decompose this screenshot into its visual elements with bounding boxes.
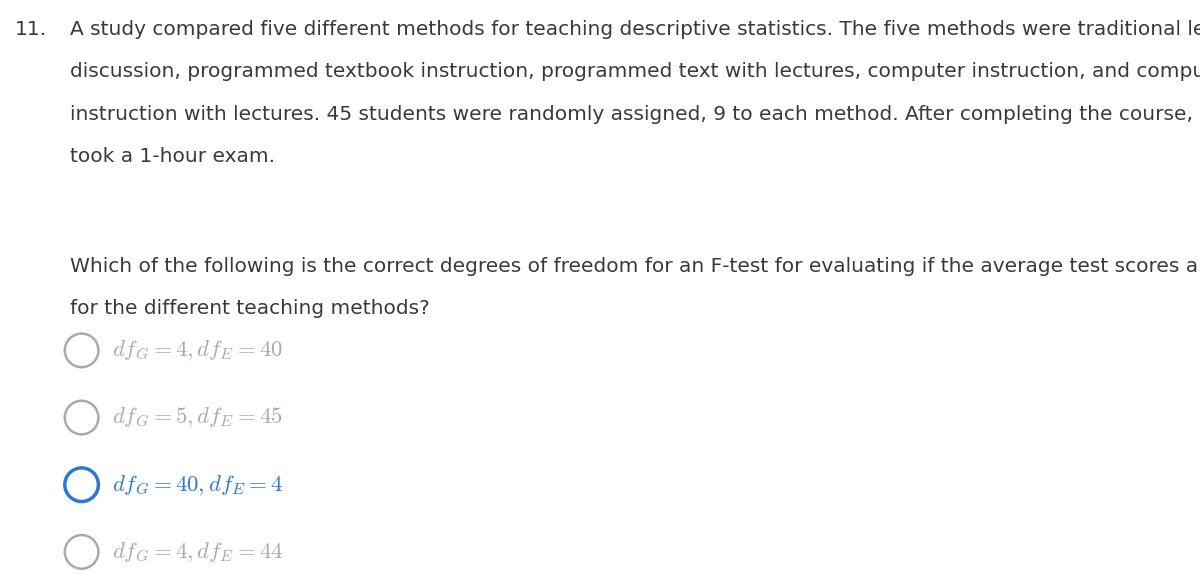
Text: instruction with lectures. 45 students were randomly assigned, 9 to each method.: instruction with lectures. 45 students w…: [70, 105, 1200, 124]
Text: took a 1-hour exam.: took a 1-hour exam.: [70, 147, 275, 166]
Text: A study compared five different methods for teaching descriptive statistics. The: A study compared five different methods …: [70, 20, 1200, 40]
Text: for the different teaching methods?: for the different teaching methods?: [70, 299, 430, 318]
Text: $df_G = 4, df_E = 44$: $df_G = 4, df_E = 44$: [112, 540, 283, 564]
Text: discussion, programmed textbook instruction, programmed text with lectures, comp: discussion, programmed textbook instruct…: [70, 62, 1200, 82]
Text: $df_G = 4, df_E = 40$: $df_G = 4, df_E = 40$: [112, 339, 283, 362]
Text: $df_G = 40, df_E = 4$: $df_G = 40, df_E = 4$: [112, 473, 283, 496]
Text: 11.: 11.: [14, 20, 47, 40]
Text: $df_G = 5, df_E = 45$: $df_G = 5, df_E = 45$: [112, 406, 282, 429]
Text: Which of the following is the correct degrees of freedom for an F-test for evalu: Which of the following is the correct de…: [70, 257, 1200, 276]
